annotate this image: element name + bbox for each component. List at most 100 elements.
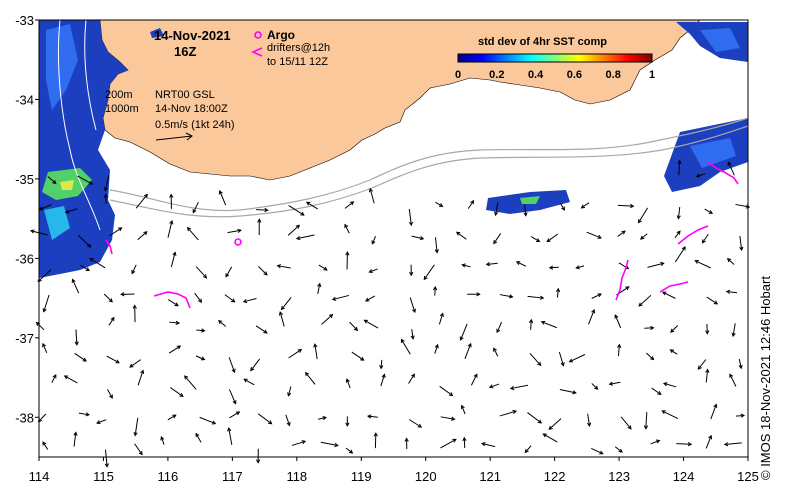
current-arrow — [408, 419, 423, 428]
current-arrow — [644, 325, 655, 331]
y-tick-label: -33 — [15, 13, 34, 28]
current-arrow — [493, 347, 499, 357]
current-arrow — [371, 236, 377, 245]
current-arrow — [706, 296, 719, 305]
current-arrow — [285, 414, 291, 427]
drifter-label-line1: drifters@12h — [267, 42, 330, 54]
current-arrow — [304, 371, 316, 385]
current-arrow — [379, 359, 384, 370]
current-arrow — [96, 419, 107, 425]
x-tick-label: 125 — [737, 469, 759, 484]
current-arrow — [400, 338, 411, 355]
current-arrow — [320, 441, 339, 448]
y-tick-label: -35 — [15, 172, 34, 187]
current-arrow — [169, 320, 181, 325]
x-tick-label: 118 — [286, 469, 307, 484]
current-arrow — [364, 295, 376, 302]
x-tick-label: 117 — [222, 469, 243, 484]
current-arrow — [229, 411, 241, 419]
current-arrow — [620, 416, 632, 430]
current-arrow — [461, 263, 471, 268]
drifter-tracks — [105, 161, 739, 309]
current-arrow — [488, 383, 500, 389]
current-arrow — [499, 409, 517, 417]
x-tick-label: 114 — [29, 469, 50, 484]
current-arrow — [614, 446, 623, 453]
current-arrow — [106, 355, 120, 364]
current-arrow — [568, 354, 586, 363]
current-arrow — [224, 294, 236, 303]
current-arrow — [42, 294, 50, 313]
current-arrow — [380, 373, 386, 387]
current-arrow — [276, 264, 291, 269]
current-arrow — [674, 246, 686, 263]
current-arrow — [108, 316, 115, 326]
current-arrow — [89, 257, 106, 269]
current-arrow — [697, 359, 707, 370]
current-arrow — [186, 226, 199, 241]
title-hour: 16Z — [174, 44, 196, 59]
current-arrow — [257, 218, 262, 236]
current-arrow — [170, 251, 177, 268]
current-arrow — [588, 308, 596, 325]
current-arrow — [460, 404, 466, 415]
model-label: NRT00 GSL — [155, 89, 215, 101]
x-tick-label: 121 — [479, 469, 501, 484]
current-arrow — [135, 193, 148, 209]
current-arrow — [661, 410, 679, 420]
current-arrow — [651, 387, 662, 395]
argo-legend-icon — [254, 31, 262, 39]
current-arrow — [496, 321, 503, 334]
colorbar-tick-label: 0.6 — [567, 69, 582, 81]
plot-frame — [38, 19, 749, 458]
y-tick-label: -36 — [15, 251, 34, 266]
current-arrow — [168, 345, 182, 354]
current-arrow — [317, 282, 322, 295]
colorbar-tick-label: 1 — [649, 69, 655, 81]
current-arrow — [167, 299, 179, 307]
current-arrow — [739, 235, 744, 252]
current-arrow — [467, 199, 475, 209]
colorbar-tick-label: 0.2 — [489, 69, 504, 81]
current-arrow — [344, 223, 350, 234]
current-arrow — [542, 433, 558, 443]
current-arrow — [591, 293, 602, 299]
current-arrow — [295, 234, 315, 241]
argo-float-marker — [234, 238, 242, 246]
current-arrow — [71, 278, 80, 294]
current-arrow — [74, 329, 79, 346]
current-arrow — [462, 436, 467, 448]
current-arrow — [345, 378, 351, 389]
current-arrow — [243, 378, 255, 386]
current-arrow — [107, 389, 113, 399]
current-arrow — [409, 297, 416, 314]
current-arrow — [192, 201, 199, 214]
model-time: 14-Nov 18:00Z — [155, 103, 228, 115]
current-arrow — [524, 445, 532, 454]
current-arrow — [129, 359, 142, 368]
current-arrow — [291, 440, 307, 446]
current-arrow — [195, 266, 208, 279]
current-arrow — [194, 292, 203, 303]
current-arrow — [529, 352, 542, 367]
y-axis: -33 -34 -35 -36 -37 -38 — [15, 13, 39, 425]
current-arrow — [423, 264, 435, 281]
current-arrow — [321, 313, 334, 325]
current-arrow — [705, 368, 710, 383]
current-arrow — [331, 294, 350, 301]
drifter-legend-icon — [251, 47, 263, 57]
current-arrow — [228, 357, 236, 374]
current-arrow — [345, 251, 350, 270]
current-arrow — [51, 374, 57, 383]
current-arrow — [455, 231, 467, 240]
current-arrow — [515, 261, 527, 267]
sst-patches — [39, 20, 748, 278]
current-arrow — [650, 439, 661, 445]
current-arrow — [555, 287, 561, 298]
current-arrow — [701, 233, 709, 244]
current-arrow — [318, 264, 328, 271]
current-arrow — [617, 230, 626, 237]
colorbar-title: std dev of 4hr SST comp — [478, 36, 607, 48]
current-arrow — [459, 323, 468, 341]
colorbar-tick-label: 0 — [455, 69, 461, 81]
